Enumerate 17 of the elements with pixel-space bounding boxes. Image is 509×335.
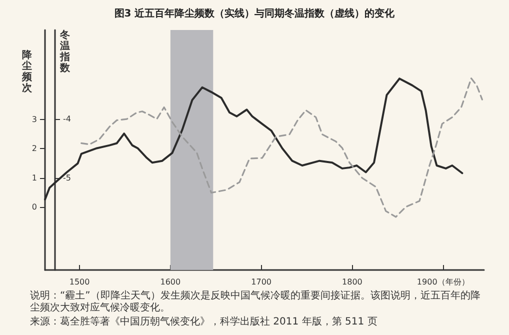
x-tick-label: 1700 <box>251 278 272 286</box>
x-tick-label: 1900（年份） <box>416 278 470 286</box>
x-tick-label: 1600 <box>160 278 181 286</box>
y2-tick-label: -5 <box>63 174 71 183</box>
line-series <box>80 78 483 218</box>
y2-tick-label: -4 <box>63 114 71 124</box>
y-tick-label: 0 <box>32 202 37 212</box>
x-tick-label: 1800 <box>342 278 362 286</box>
text: 说明：“霾土”（即降尘天气）发生频次是反映中国气候冷暖的重要间接证据。该图说明，近五百年的降尘频次大致对应气候冷暖变化。 <box>30 290 480 314</box>
y2-axis-title: 冬温指数 <box>59 29 71 74</box>
y-tick-label: 1 <box>32 173 37 182</box>
y-axis-title: 降尘频次 <box>21 49 33 94</box>
y-tick-label: 3 <box>32 114 37 124</box>
source-note: 来源：葛全胜等著《中国历朝气候变化》，科学出版社 2011 年版，第 511 页 <box>30 316 378 328</box>
chart-title: 图3 近五百年降尘频数（实线）与同期冬温指数（虚线）的变化 <box>114 8 396 20</box>
y-tick-label: 2 <box>32 144 37 154</box>
x-tick-label: 1500 <box>69 278 90 286</box>
